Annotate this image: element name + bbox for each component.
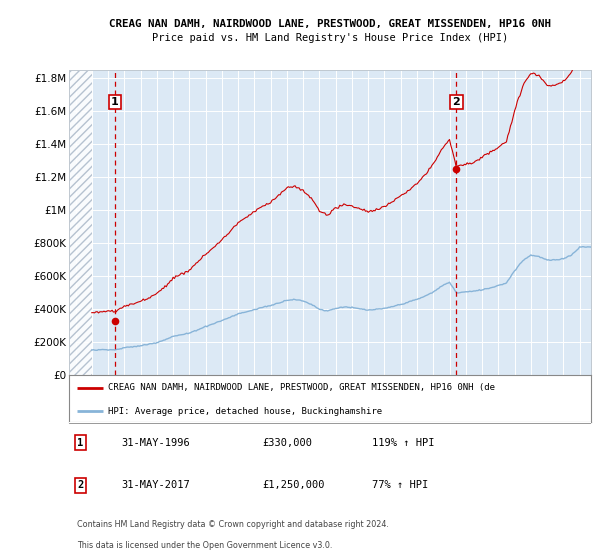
Text: 1: 1: [77, 437, 83, 447]
Text: CREAG NAN DAMH, NAIRDWOOD LANE, PRESTWOOD, GREAT MISSENDEN, HP16 0NH: CREAG NAN DAMH, NAIRDWOOD LANE, PRESTWOO…: [109, 18, 551, 29]
Text: 2: 2: [452, 97, 460, 107]
Text: Contains HM Land Registry data © Crown copyright and database right 2024.: Contains HM Land Registry data © Crown c…: [77, 520, 389, 529]
Text: This data is licensed under the Open Government Licence v3.0.: This data is licensed under the Open Gov…: [77, 541, 332, 550]
Text: 1: 1: [111, 97, 119, 107]
Bar: [69, 70, 92, 375]
Text: 2: 2: [77, 480, 83, 491]
Text: £1,250,000: £1,250,000: [262, 480, 325, 491]
Text: CREAG NAN DAMH, NAIRDWOOD LANE, PRESTWOOD, GREAT MISSENDEN, HP16 0NH (de: CREAG NAN DAMH, NAIRDWOOD LANE, PRESTWOO…: [108, 384, 495, 393]
Text: Price paid vs. HM Land Registry's House Price Index (HPI): Price paid vs. HM Land Registry's House …: [152, 33, 508, 43]
Text: 31-MAY-1996: 31-MAY-1996: [121, 437, 190, 447]
Text: £330,000: £330,000: [262, 437, 312, 447]
Text: HPI: Average price, detached house, Buckinghamshire: HPI: Average price, detached house, Buck…: [108, 407, 382, 416]
Text: 77% ↑ HPI: 77% ↑ HPI: [372, 480, 428, 491]
Text: 119% ↑ HPI: 119% ↑ HPI: [372, 437, 434, 447]
Text: 31-MAY-2017: 31-MAY-2017: [121, 480, 190, 491]
